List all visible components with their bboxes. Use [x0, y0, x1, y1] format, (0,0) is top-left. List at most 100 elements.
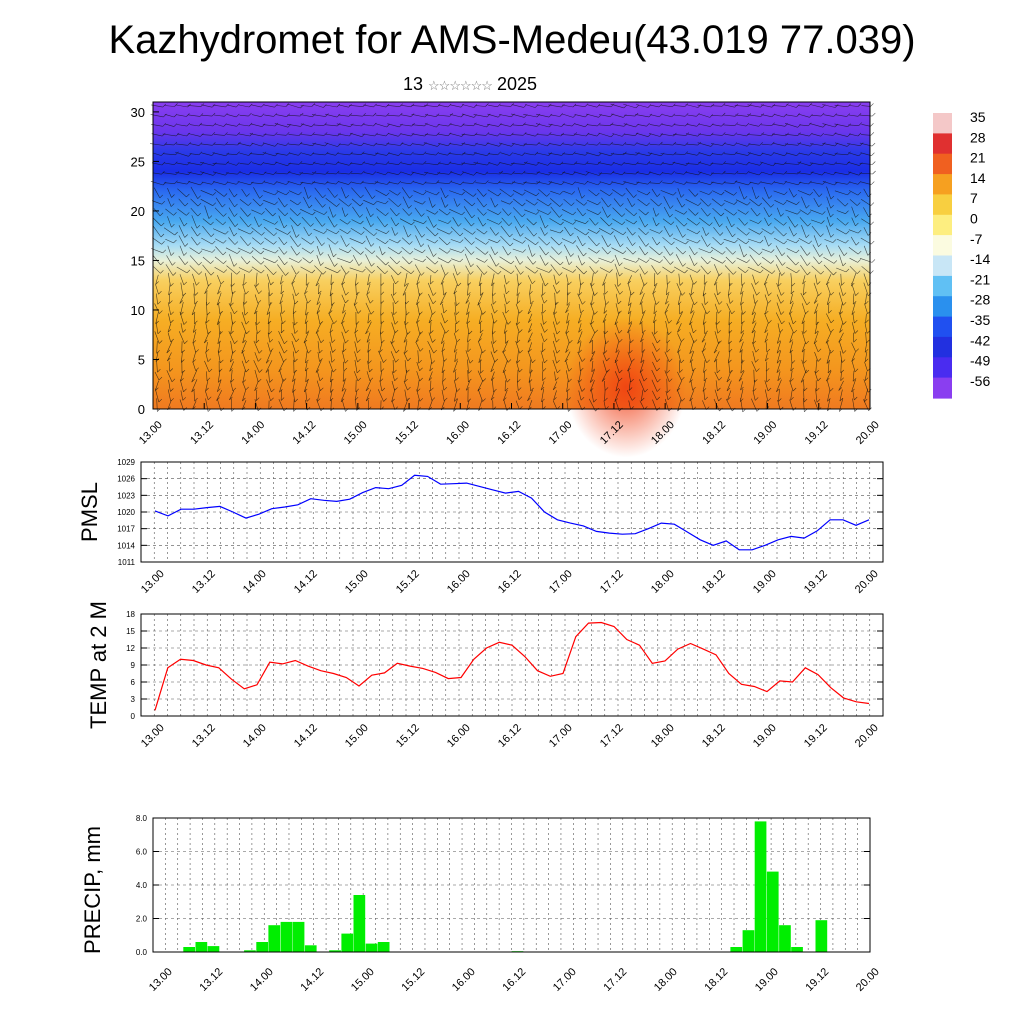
chart-subtitle: 13 ☆☆☆☆☆☆ 2025 — [0, 72, 940, 98]
y-tick-label: 1011 — [118, 558, 136, 567]
precip-bar — [377, 942, 390, 952]
y-tick-label: 6.0 — [136, 848, 148, 857]
colorbar-swatch — [933, 153, 952, 175]
colorbar-swatch — [933, 174, 952, 196]
subtitle-day: 13 — [402, 74, 423, 94]
x-tick-label: 20.00 — [854, 966, 882, 994]
x-tick-label: 16.12 — [500, 966, 528, 994]
heatmap-x-tick-label: 13.12 — [188, 419, 216, 447]
heatmap-y-tick-label: 30 — [131, 105, 145, 120]
precip-bar — [183, 947, 195, 952]
heatmap-x-tick-label: 17.00 — [547, 419, 575, 447]
x-tick-label: 18.00 — [649, 568, 677, 596]
x-tick-label: 13.12 — [190, 568, 218, 596]
x-tick-label: 13.00 — [139, 568, 167, 596]
precip-panel: 0.0 2.0 4.0 6.0 8.0 13.00 13.12 14.00 14.12 15.00… — [80, 814, 882, 994]
colorbar-swatch — [933, 275, 952, 297]
y-tick-label: 2.0 — [136, 915, 148, 924]
colorbar-label: 0 — [970, 211, 978, 227]
x-tick-label: 18.12 — [700, 722, 728, 750]
heatmap-x-tick-label: 18.12 — [700, 419, 728, 447]
x-tick-label: 18.12 — [702, 966, 730, 994]
wind-barbs — [150, 103, 876, 413]
x-tick-label: 19.00 — [751, 722, 779, 750]
colorbar-swatch — [933, 113, 952, 134]
series-line — [154, 474, 870, 551]
x-tick-label: 19.00 — [751, 568, 779, 596]
precip-bar — [779, 925, 791, 952]
y-tick-label: 1017 — [117, 525, 135, 534]
precip-bar — [292, 921, 305, 952]
y-tick-label: 9 — [131, 661, 136, 670]
heatmap-x-tick-label: 13.00 — [137, 419, 165, 447]
x-tick-label: 14.00 — [241, 722, 269, 750]
colorbar-swatch — [933, 316, 952, 338]
heatmap-warm-core — [566, 317, 687, 458]
y-axis-title: PMSL — [77, 482, 102, 542]
precip-bar — [207, 946, 220, 952]
heatmap-x-tick-label: 15.00 — [342, 419, 370, 447]
x-tick-label: 17.12 — [598, 568, 626, 596]
x-tick-label: 13.12 — [190, 722, 218, 750]
y-tick-label: 3 — [131, 695, 136, 704]
x-tick-label: 17.12 — [601, 966, 629, 994]
series-line — [154, 621, 870, 711]
precip-bar — [791, 947, 803, 952]
colorbar-swatch — [933, 255, 952, 277]
colorbar-swatch — [933, 235, 952, 257]
heatmap-x-tick-label: 19.12 — [803, 419, 831, 447]
colorbar-swatch — [933, 296, 952, 318]
subtitle-year: 2025 — [496, 74, 538, 94]
colorbar: 35 28 21 14 7 0 -7 -14 -21 -28 -35 -42 -49 -56 — [933, 109, 990, 399]
y-tick-label: 0.0 — [136, 948, 148, 957]
y-tick-label: 18 — [126, 610, 135, 619]
x-tick-label: 13.12 — [197, 966, 225, 994]
x-tick-label: 14.12 — [298, 966, 326, 994]
colorbar-label: -35 — [970, 312, 990, 328]
pmsl-panel: 1011 1014 1017 1020 1023 1026 1029 13.00 13.12 14… — [77, 458, 884, 596]
x-tick-label: 17.00 — [547, 722, 575, 750]
x-tick-label: 15.00 — [343, 722, 371, 750]
y-tick-label: 12 — [126, 644, 135, 653]
y-tick-label: 1020 — [117, 508, 135, 517]
panel-frame — [140, 613, 884, 717]
heatmap-y-tick-label: 20 — [131, 204, 145, 219]
precip-bar — [341, 933, 354, 952]
y-tick-label: 1029 — [117, 458, 135, 467]
colorbar-swatch — [933, 377, 952, 399]
precip-bar — [280, 921, 293, 952]
x-tick-label: 19.12 — [803, 966, 831, 994]
x-tick-label: 16.00 — [450, 966, 478, 994]
x-tick-label: 14.00 — [248, 966, 276, 994]
colorbar-label: -28 — [970, 292, 990, 308]
precip-bar — [304, 945, 317, 952]
heatmap-x-tick-label: 14.12 — [291, 419, 319, 447]
x-tick-label: 19.12 — [802, 568, 830, 596]
x-tick-label: 20.00 — [853, 722, 881, 750]
precip-bar — [244, 950, 256, 952]
precip-bar — [268, 925, 281, 952]
colorbar-label: -14 — [970, 251, 990, 267]
colorbar-swatch — [933, 133, 952, 155]
heatmap-y-tick-label: 10 — [131, 303, 145, 318]
colorbar-label: -49 — [970, 353, 990, 369]
cross-section-panel: 0 5 10 15 20 25 30 13.00 13.12 14.00 14.12 15.00 15.… — [131, 101, 882, 458]
x-tick-label: 14.12 — [292, 722, 320, 750]
heatmap-x-tick-label: 20.00 — [854, 419, 882, 447]
x-tick-label: 17.00 — [547, 568, 575, 596]
heatmap-x-tick-label: 15.12 — [393, 419, 421, 447]
precip-bar — [329, 950, 341, 952]
colorbar-label: -7 — [970, 231, 983, 247]
colorbar-label: 28 — [970, 129, 986, 145]
heatmap-y-tick-label: 25 — [131, 154, 145, 169]
colorbar-label: 35 — [970, 109, 986, 125]
precip-bar — [730, 947, 743, 952]
precip-bar — [742, 930, 755, 952]
x-tick-label: 15.00 — [343, 568, 371, 596]
heatmap-x-tick-label: 16.00 — [444, 419, 472, 447]
x-tick-label: 17.00 — [551, 966, 579, 994]
y-tick-label: 1023 — [117, 491, 135, 500]
colorbar-label: 21 — [970, 150, 986, 166]
x-tick-label: 16.12 — [496, 568, 524, 596]
